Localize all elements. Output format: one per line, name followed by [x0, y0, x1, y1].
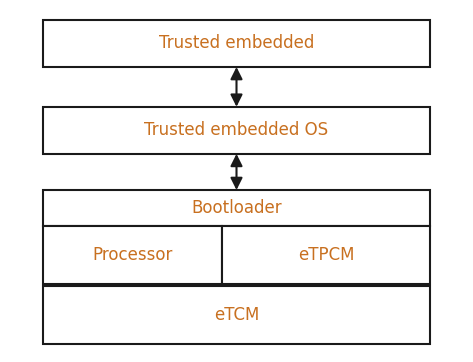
- Text: Processor: Processor: [92, 246, 173, 264]
- Bar: [43, 107, 430, 154]
- Bar: [222, 226, 430, 284]
- Bar: [43, 226, 222, 284]
- Text: Trusted embedded OS: Trusted embedded OS: [144, 121, 329, 139]
- Text: Bootloader: Bootloader: [191, 199, 282, 217]
- Bar: [43, 190, 430, 226]
- Bar: [43, 286, 430, 344]
- Bar: [43, 20, 430, 67]
- Text: eTPCM: eTPCM: [298, 246, 355, 264]
- Text: Trusted embedded: Trusted embedded: [159, 34, 314, 52]
- Text: eTCM: eTCM: [214, 306, 259, 324]
